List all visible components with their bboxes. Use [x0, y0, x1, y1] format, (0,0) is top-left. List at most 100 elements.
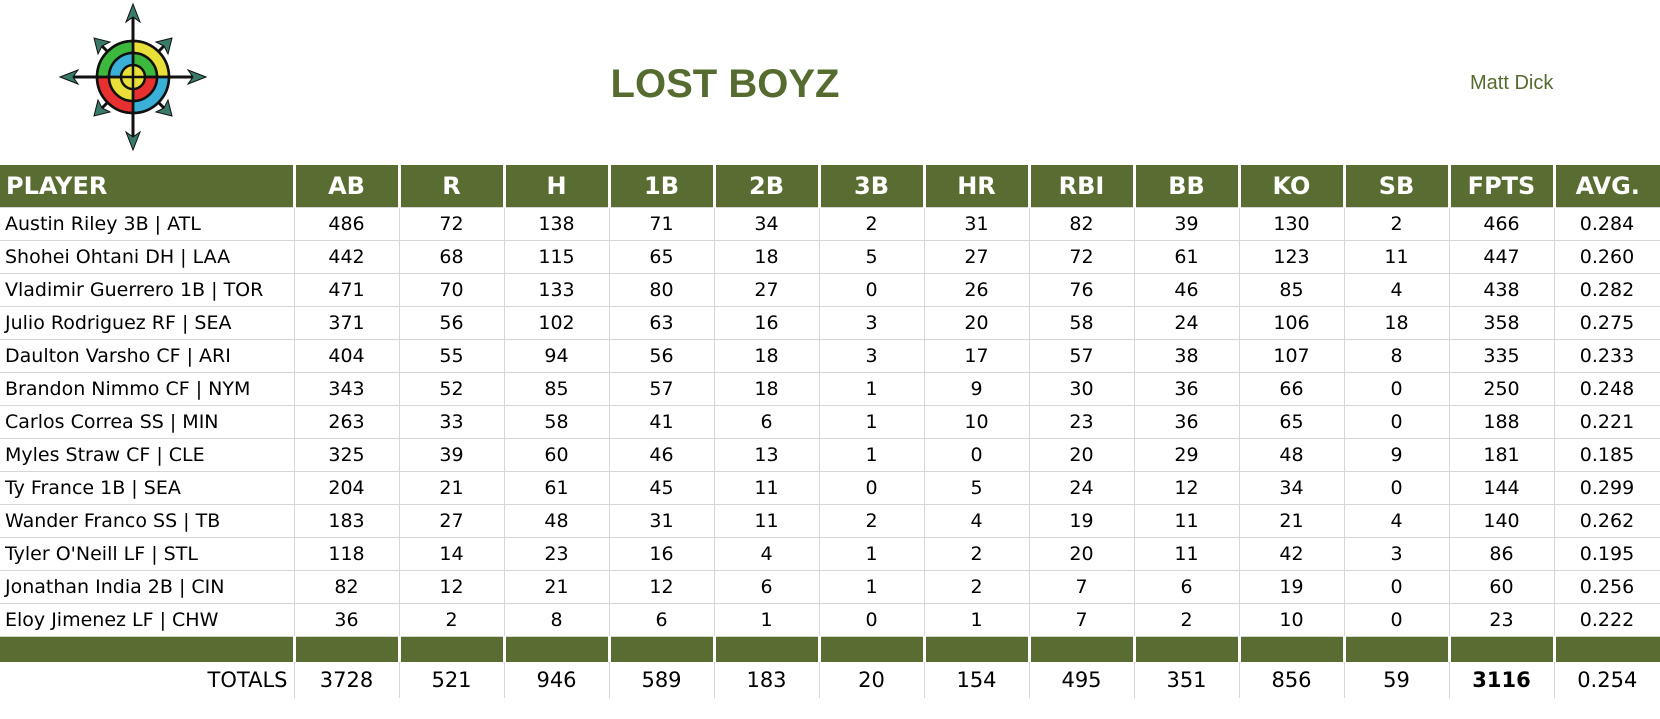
stat-cell: 36 — [1133, 371, 1240, 406]
stat-cell: 118 — [293, 536, 400, 571]
column-header: PLAYER — [0, 165, 296, 207]
stat-cell: 14 — [398, 536, 505, 571]
stat-cell: 23 — [503, 536, 610, 571]
stat-cell: 0.222 — [1553, 602, 1660, 637]
separator-cell — [1029, 636, 1136, 662]
stat-cell: 471 — [293, 272, 400, 307]
separator-cell — [1554, 636, 1660, 662]
separator-cell — [1449, 636, 1556, 662]
total-cell: 0.254 — [1577, 668, 1638, 692]
stat-cell: 0 — [923, 437, 1030, 472]
stat-cell: 27 — [398, 503, 505, 538]
stat-cell: 30 — [1028, 371, 1135, 406]
separator-cell — [0, 636, 296, 662]
stat-cell: 404 — [293, 338, 400, 373]
stat-cell: 33 — [398, 404, 505, 439]
stat-cell: 11 — [1133, 536, 1240, 571]
stat-cell: 4 — [923, 503, 1030, 538]
stat-cell: 34 — [1238, 470, 1345, 505]
stat-cell: 0.185 — [1553, 437, 1660, 472]
stat-cell: 8 — [503, 602, 610, 637]
stat-cell: 27 — [713, 272, 820, 307]
stat-cell: 10 — [923, 404, 1030, 439]
separator-cell — [609, 636, 716, 662]
stat-cell: 21 — [1238, 503, 1345, 538]
stat-cell: 2 — [1343, 206, 1450, 241]
player-name-cell: Julio Rodriguez RF | SEA — [0, 305, 295, 340]
stat-cell: 0.284 — [1553, 206, 1660, 241]
stat-cell: 12 — [608, 569, 715, 604]
stat-cell: 1 — [818, 536, 925, 571]
stat-cell: 5 — [923, 470, 1030, 505]
stat-cell: 85 — [1238, 272, 1345, 307]
stat-cell: 17 — [923, 338, 1030, 373]
total-cell: 3728 — [294, 662, 400, 698]
stat-cell: 438 — [1448, 272, 1555, 307]
stat-cell: 0.282 — [1553, 272, 1660, 307]
stat-cell: 72 — [1028, 239, 1135, 274]
stat-cell: 106 — [1238, 305, 1345, 340]
team-title: LOST BOYZ — [610, 62, 840, 106]
stat-cell: 7 — [1028, 569, 1135, 604]
stat-cell: 11 — [1133, 503, 1240, 538]
stat-cell: 6 — [713, 569, 820, 604]
compass-target-icon — [58, 2, 208, 152]
stat-cell: 123 — [1238, 239, 1345, 274]
separator-cell — [1239, 636, 1346, 662]
column-header: KO — [1239, 165, 1346, 207]
stat-cell: 0 — [1343, 470, 1450, 505]
stat-cell: 2 — [923, 536, 1030, 571]
stat-cell: 8 — [1343, 338, 1450, 373]
player-name-cell: Eloy Jimenez LF | CHW — [0, 602, 295, 637]
column-header: BB — [1134, 165, 1241, 207]
stat-cell: 11 — [713, 503, 820, 538]
stat-cell: 140 — [1448, 503, 1555, 538]
table-row: Shohei Ohtani DH | LAA 442 68 115 65 18 5 27 72 6… — [0, 239, 1660, 274]
stat-cell: 20 — [1028, 437, 1135, 472]
stat-cell: 0 — [818, 272, 925, 307]
stat-cell: 61 — [1133, 239, 1240, 274]
stat-cell: 65 — [1238, 404, 1345, 439]
column-header: 2B — [714, 165, 821, 207]
stat-cell: 1 — [713, 602, 820, 637]
stat-cell: 34 — [713, 206, 820, 241]
stat-cell: 21 — [503, 569, 610, 604]
separator-cell — [1344, 636, 1451, 662]
totals-label: TOTALS — [0, 662, 295, 698]
stat-cell: 3 — [818, 338, 925, 373]
stat-cell: 57 — [608, 371, 715, 406]
stat-cell: 0.262 — [1553, 503, 1660, 538]
stat-cell: 7 — [1028, 602, 1135, 637]
stat-cell: 0.275 — [1553, 305, 1660, 340]
table-row: Austin Riley 3B | ATL 486 72 138 71 34 2 31 82 39… — [0, 206, 1660, 241]
stat-cell: 56 — [608, 338, 715, 373]
total-cell: 589 — [609, 662, 715, 698]
stat-cell: 27 — [923, 239, 1030, 274]
player-name-cell: Daulton Varsho CF | ARI — [0, 338, 295, 373]
table-row: Vladimir Guerrero 1B | TOR 471 70 133 80 27 0 2… — [0, 272, 1660, 307]
table-row: Brandon Nimmo CF | NYM 343 52 85 57 18 1 9 30 36 6… — [0, 371, 1660, 406]
stat-cell: 466 — [1448, 206, 1555, 241]
total-cell: 351 — [1134, 662, 1240, 698]
stat-cell: 10 — [1238, 602, 1345, 637]
stat-cell: 18 — [713, 371, 820, 406]
stat-cell: 36 — [293, 602, 400, 637]
stat-cell: 38 — [1133, 338, 1240, 373]
stat-cell: 45 — [608, 470, 715, 505]
stat-cell: 2 — [398, 602, 505, 637]
stat-cell: 4 — [713, 536, 820, 571]
stat-cell: 31 — [608, 503, 715, 538]
stat-cell: 68 — [398, 239, 505, 274]
stat-cell: 29 — [1133, 437, 1240, 472]
stat-cell: 94 — [503, 338, 610, 373]
stat-cell: 0 — [1343, 569, 1450, 604]
stat-cell: 23 — [1028, 404, 1135, 439]
stat-cell: 0.260 — [1553, 239, 1660, 274]
column-header: AB — [294, 165, 401, 207]
stat-cell: 23 — [1448, 602, 1555, 637]
stat-cell: 11 — [1343, 239, 1450, 274]
stat-cell: 263 — [293, 404, 400, 439]
stat-cell: 325 — [293, 437, 400, 472]
total-cell: 856 — [1239, 662, 1345, 698]
stat-cell: 2 — [818, 206, 925, 241]
